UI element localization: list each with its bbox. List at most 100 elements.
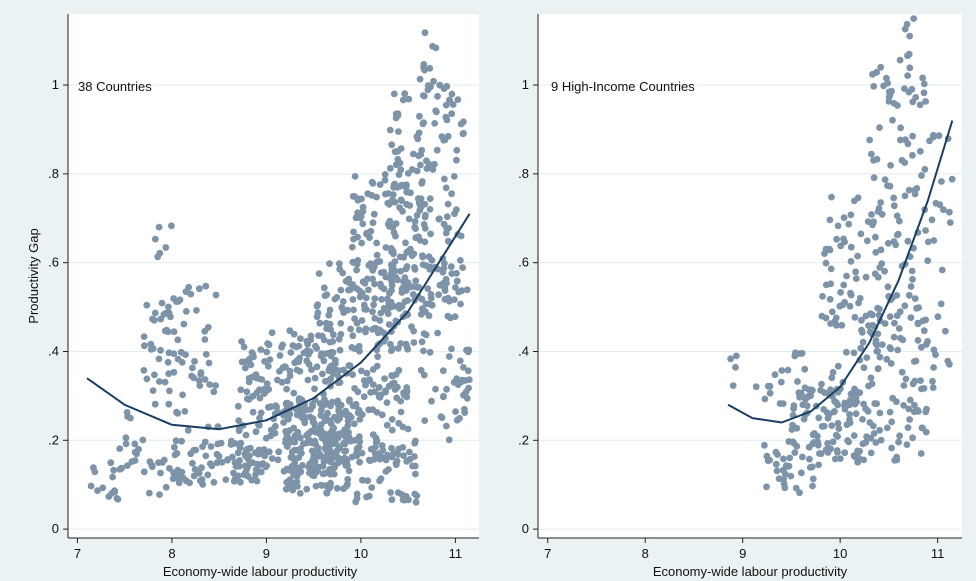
scatter-point: [874, 365, 882, 372]
scatter-point: [327, 479, 334, 487]
scatter-point: [358, 449, 366, 457]
scatter-point: [256, 394, 264, 402]
scatter-point: [818, 380, 825, 388]
scatter-point: [890, 333, 898, 341]
scatter-point: [839, 301, 847, 309]
scatter-point: [311, 385, 318, 393]
scatter-point: [258, 376, 266, 383]
scatter-point: [427, 291, 435, 298]
scatter-point: [240, 343, 248, 351]
scatter-point: [793, 424, 801, 432]
scatter-point: [910, 358, 918, 365]
scatter-point: [896, 308, 904, 316]
scatter-point: [370, 301, 377, 309]
axes: 0 .2 .4 .6 .8 1 7 8 9 10 11: [518, 14, 962, 561]
scatter-point: [182, 351, 189, 358]
scatter-point: [854, 194, 862, 202]
scatter-point: [178, 437, 186, 445]
scatter-points: [727, 15, 956, 497]
scatter-point: [868, 380, 876, 388]
scatter-point: [394, 383, 401, 391]
scatter-point: [457, 120, 465, 128]
scatter-point: [333, 484, 341, 492]
scatter-point: [347, 286, 354, 293]
scatter-point: [761, 395, 769, 403]
scatter-point: [775, 475, 783, 483]
scatter-point: [341, 447, 349, 455]
scatter-point: [243, 446, 250, 454]
x-tick-label: 10: [833, 546, 847, 561]
scatter-point: [182, 288, 190, 295]
scatter-point: [356, 438, 364, 445]
scatter-point: [858, 326, 865, 334]
scatter-point: [422, 331, 430, 339]
scatter-point: [896, 136, 904, 144]
scatter-point: [179, 391, 187, 399]
y-tick-label: 0: [522, 521, 529, 536]
scatter-point: [317, 421, 325, 428]
scatter-point: [157, 346, 164, 354]
scatter-point: [847, 291, 855, 299]
scatter-point: [140, 333, 148, 340]
scatter-point: [460, 364, 467, 371]
scatter-point: [392, 461, 400, 469]
scatter-point: [371, 295, 379, 302]
scatter-point: [380, 304, 388, 312]
scatter-point: [131, 440, 139, 448]
scatter-point: [369, 326, 376, 333]
scatter-point: [364, 477, 372, 485]
scatter-point: [345, 275, 353, 283]
scatter-point: [887, 162, 894, 169]
scatter-point: [165, 349, 173, 357]
scatter-point: [914, 319, 922, 327]
scatter-point: [212, 291, 220, 299]
scatter-point: [182, 308, 190, 315]
scatter-point: [257, 468, 265, 476]
scatter-point: [388, 496, 396, 504]
scatter-point: [351, 385, 358, 392]
scatter-point: [355, 326, 363, 334]
quadratic-fit-line: [727, 120, 954, 424]
scatter-point: [863, 354, 871, 361]
scatter-point: [401, 298, 409, 305]
scatter-point: [829, 438, 837, 446]
scatter-point: [375, 384, 383, 391]
scatter-point: [896, 56, 904, 64]
scatter-point: [235, 462, 243, 470]
scatter-point: [417, 366, 425, 374]
scatter-point: [826, 246, 834, 254]
scatter-point: [344, 417, 352, 425]
scatter-point: [394, 147, 402, 155]
scatter-point: [381, 171, 389, 178]
scatter-point: [922, 316, 930, 324]
x-tick-label: 11: [449, 546, 463, 561]
scatter-point: [283, 430, 291, 438]
scatter-point: [238, 358, 246, 366]
scatter-point: [440, 279, 447, 287]
scatter-point: [443, 385, 450, 393]
scatter-point: [334, 459, 342, 467]
scatter-point: [298, 449, 305, 457]
scatter-point: [348, 243, 356, 251]
scatter-point: [425, 312, 433, 320]
scatter-point: [729, 382, 737, 389]
scatter-point: [124, 462, 131, 469]
scatter-point: [334, 414, 342, 421]
scatter-point: [320, 458, 328, 466]
scatter-point: [928, 216, 936, 224]
scatter-point: [296, 354, 303, 362]
scatter-point: [453, 416, 461, 424]
scatter-point: [917, 450, 925, 457]
scatter-point: [862, 439, 870, 446]
scatter-point: [456, 357, 464, 365]
scatter-point: [905, 88, 913, 96]
scatter-point: [847, 390, 855, 398]
scatter-point: [342, 462, 350, 469]
scatter-point: [867, 310, 874, 317]
scatter-point: [394, 276, 401, 284]
scatter-point: [174, 336, 182, 344]
scatter-point: [297, 335, 304, 342]
scatter-point: [451, 313, 459, 320]
scatter-point: [111, 487, 118, 495]
scatter-point: [207, 443, 215, 450]
